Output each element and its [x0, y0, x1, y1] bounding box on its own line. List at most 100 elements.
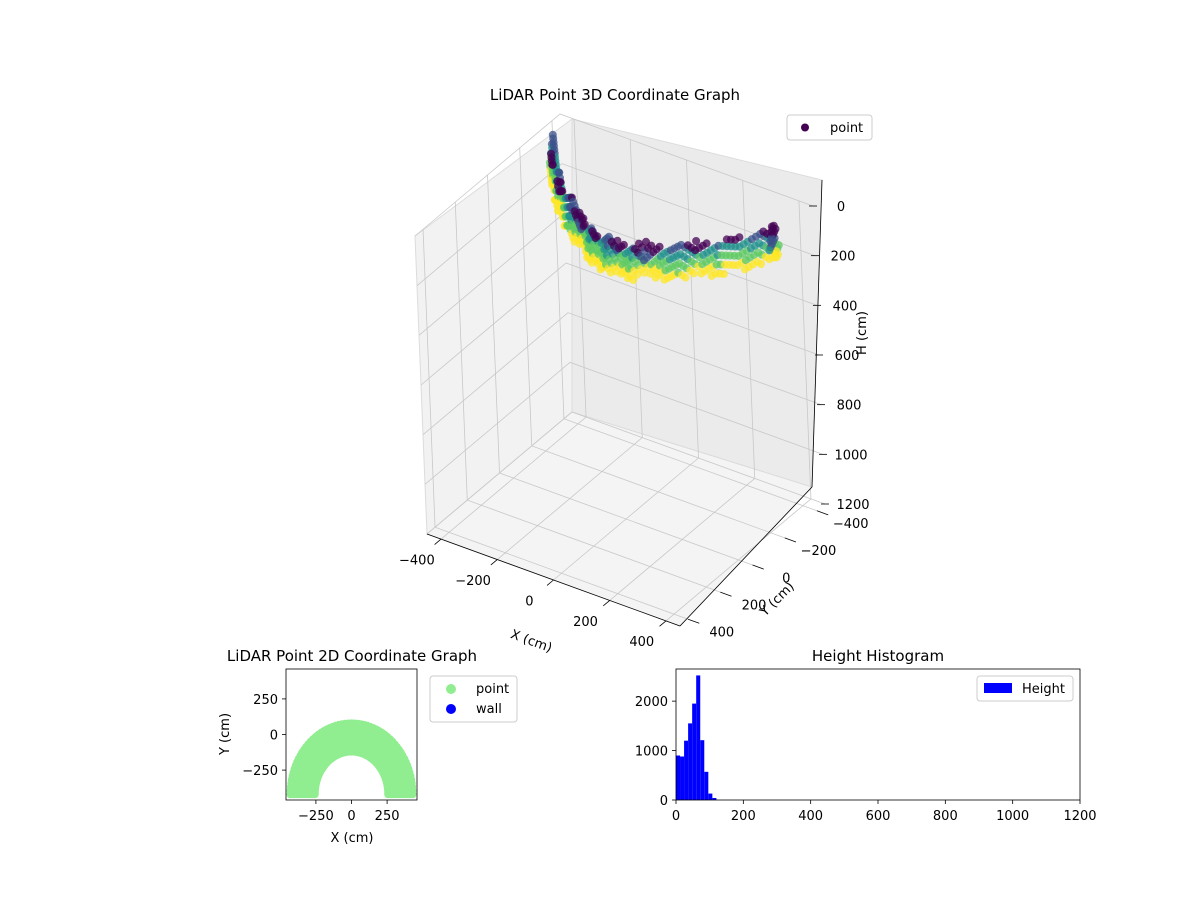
data-point-3d [769, 253, 778, 262]
y-tick-2 [752, 564, 764, 570]
data-point-3d [689, 269, 698, 278]
scatter-points-2d [286, 719, 417, 799]
x-axis-label-3d: X (cm) [508, 627, 554, 656]
grid-z-0 [414, 113, 814, 237]
data-point-3d [579, 214, 588, 223]
y-tick-label-histogram: 1000 [635, 745, 668, 760]
x-tick-3 [603, 600, 610, 607]
plot-2d: LiDAR Point 2D Coordinate Graph −250 0 250… [218, 647, 518, 846]
x-tick-0 [434, 538, 442, 545]
y-axis-line [679, 486, 813, 627]
ticks-3d: −400 −200 0 200 400 −400 −200 0 200 400 0 200 400 600… [399, 200, 870, 650]
y-tick-label-3d: −400 [833, 517, 869, 532]
x-tick-4 [659, 620, 667, 627]
x-tick-label-histogram: 600 [866, 809, 891, 824]
data-point-3d [558, 187, 567, 196]
z-tick-label-3d: 200 [831, 250, 856, 265]
y-tick-label-3d: 200 [742, 598, 767, 613]
data-point-3d [580, 220, 589, 229]
grid-z-6 [426, 411, 826, 535]
data-point-3d [593, 232, 602, 241]
legend-marker-height [984, 683, 1012, 693]
data-point-3d [692, 237, 701, 245]
z-tick-label-3d: 1200 [836, 498, 869, 513]
data-point-3d [765, 246, 774, 255]
data-point-3d [766, 237, 775, 246]
y-tick-3 [720, 591, 732, 597]
histogram-bar [692, 703, 697, 800]
data-point-3d [681, 273, 690, 282]
data-point-3d [655, 242, 664, 251]
x-tick-label-3d: −400 [399, 553, 435, 568]
x-tick-label-histogram: 0 [672, 809, 680, 824]
x-tick-label-histogram: 400 [798, 809, 823, 824]
legend-label-wall-2d: wall [476, 702, 502, 717]
chart-title-3d: LiDAR Point 3D Coordinate Graph [490, 86, 740, 104]
data-point-2d [286, 790, 295, 799]
x-tick-label-3d: 400 [629, 635, 654, 650]
y-tick-4 [687, 618, 700, 624]
data-point-3d [702, 239, 711, 248]
histogram-bar [676, 755, 681, 800]
y-tick-label-2d: −250 [242, 764, 278, 779]
legend-box-histogram [976, 675, 1074, 702]
y-tick-label-histogram: 0 [660, 794, 668, 809]
grid-z-3 [420, 262, 820, 386]
ticks-2d: −250 0 250 −250 0 250 [242, 693, 399, 824]
histogram-bar [708, 793, 713, 800]
legend-marker-point-3d [801, 123, 809, 132]
x-tick-2 [546, 579, 554, 586]
x-tick-label-2d: −250 [298, 809, 334, 824]
x-tick-label-histogram: 1200 [1063, 809, 1096, 824]
x-tick-label-3d: 0 [525, 594, 533, 609]
x-tick-label-2d: 250 [375, 809, 400, 824]
data-point-3d [629, 276, 638, 285]
legend-2d: point wall [429, 675, 518, 723]
data-point-3d [556, 178, 565, 187]
y-tick-label-2d: 250 [253, 693, 278, 708]
z-tick-label-3d: 1000 [834, 448, 867, 463]
data-point-3d [720, 270, 728, 278]
y-tick-label-3d: −200 [801, 544, 837, 559]
legend-box-3d [786, 114, 873, 141]
histogram-bar [680, 756, 685, 800]
histogram-bar [688, 723, 693, 800]
data-point-3d [619, 240, 628, 249]
data-point-3d [757, 260, 765, 268]
legend-3d: point [786, 114, 873, 141]
data-point-3d [548, 160, 557, 169]
y-tick-label-histogram: 2000 [635, 695, 668, 710]
y-tick-1 [784, 537, 797, 543]
y-tick-label-3d: 0 [782, 571, 790, 586]
y-tick-label-3d: 400 [709, 625, 734, 640]
legend-marker-wall-2d [446, 704, 456, 714]
z-tick-label-3d: 800 [837, 399, 862, 414]
ticks-histogram: 0 200 400 600 800 1000 1200 0 1000 2000 [635, 695, 1097, 824]
data-point-3d [613, 236, 622, 245]
data-point-3d [767, 227, 776, 236]
x-tick-label-3d: 200 [573, 615, 598, 630]
x-tick-label-histogram: 1000 [996, 809, 1029, 824]
points-3d [545, 130, 783, 285]
grid-3d [414, 113, 826, 622]
x-tick-1 [490, 559, 498, 566]
plot-3d: LiDAR Point 3D Coordinate Graph −400 −200… [399, 86, 873, 656]
histogram-bars [676, 675, 717, 800]
data-point-3d [633, 270, 642, 279]
plot-histogram: Height Histogram 0 200 400 600 800 1000 1200 0 1… [635, 647, 1097, 824]
y-tick-0 [816, 510, 829, 516]
histogram-bar [700, 740, 705, 800]
legend-label-height: Height [1022, 682, 1065, 697]
z-axis-line [811, 179, 823, 488]
z-axis-label-3d: H (cm) [855, 311, 870, 355]
x-tick-label-3d: −200 [455, 574, 491, 589]
z-tick-label-3d: 400 [833, 299, 858, 314]
y-axis-label-2d: Y (cm) [218, 713, 233, 756]
chart-title-2d: LiDAR Point 2D Coordinate Graph [227, 647, 477, 665]
x-tick-label-histogram: 800 [933, 809, 958, 824]
histogram-bar [696, 675, 701, 800]
x-tick-label-histogram: 200 [731, 809, 756, 824]
legend-marker-point-2d [446, 684, 456, 694]
histogram-bar [712, 798, 717, 800]
